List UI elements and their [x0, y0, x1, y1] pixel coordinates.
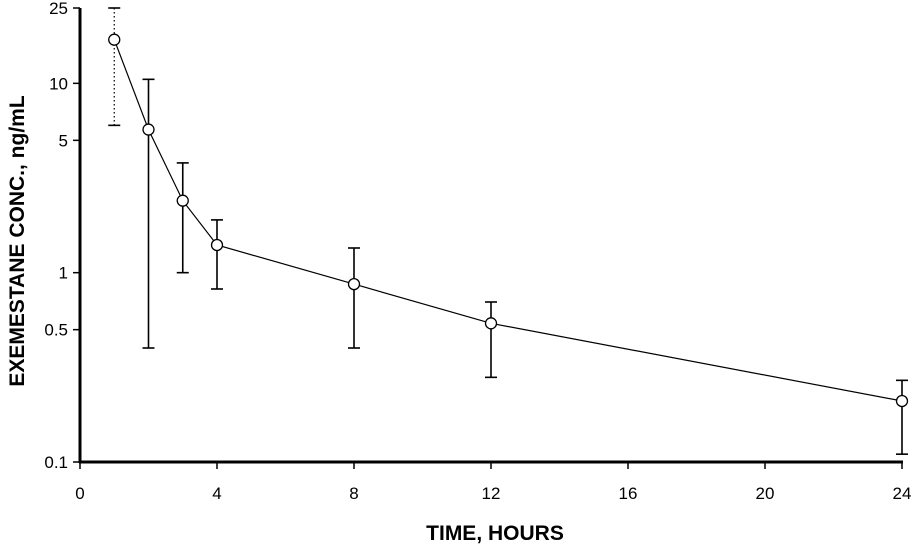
data-point — [347, 277, 361, 291]
x-tick-label: 8 — [349, 484, 358, 503]
data-point — [142, 123, 155, 136]
y-tick-label: 1 — [59, 264, 68, 283]
data-markers — [108, 33, 909, 408]
error-bars — [108, 7, 908, 455]
y-tick-label: 5 — [59, 131, 68, 150]
x-tick-label: 24 — [893, 484, 912, 503]
y-tick-label: 0.1 — [44, 453, 68, 472]
y-tick-label: 10 — [49, 74, 68, 93]
x-tick-label: 4 — [212, 484, 221, 503]
x-tick-label: 0 — [75, 484, 84, 503]
x-axis-title: TIME, HOURS — [426, 522, 564, 545]
data-point — [176, 194, 189, 207]
x-tick-label: 20 — [756, 484, 775, 503]
y-axis-title: EXEMESTANE CONC., ng/mL — [6, 95, 29, 386]
data-point — [210, 238, 224, 252]
y-tick-label: 25 — [49, 0, 68, 18]
x-tick-label: 12 — [482, 484, 501, 503]
series-line — [113, 39, 903, 402]
data-point — [895, 394, 909, 408]
y-tick-label: 0.5 — [44, 321, 68, 340]
y-axis-ticks: 0.1 0.5 1 5 10 25 — [44, 0, 80, 472]
x-tick-label: 16 — [619, 484, 638, 503]
data-point — [108, 33, 121, 46]
x-axis-ticks: 0 4 8 12 16 20 24 — [75, 462, 911, 503]
data-point — [484, 317, 498, 330]
